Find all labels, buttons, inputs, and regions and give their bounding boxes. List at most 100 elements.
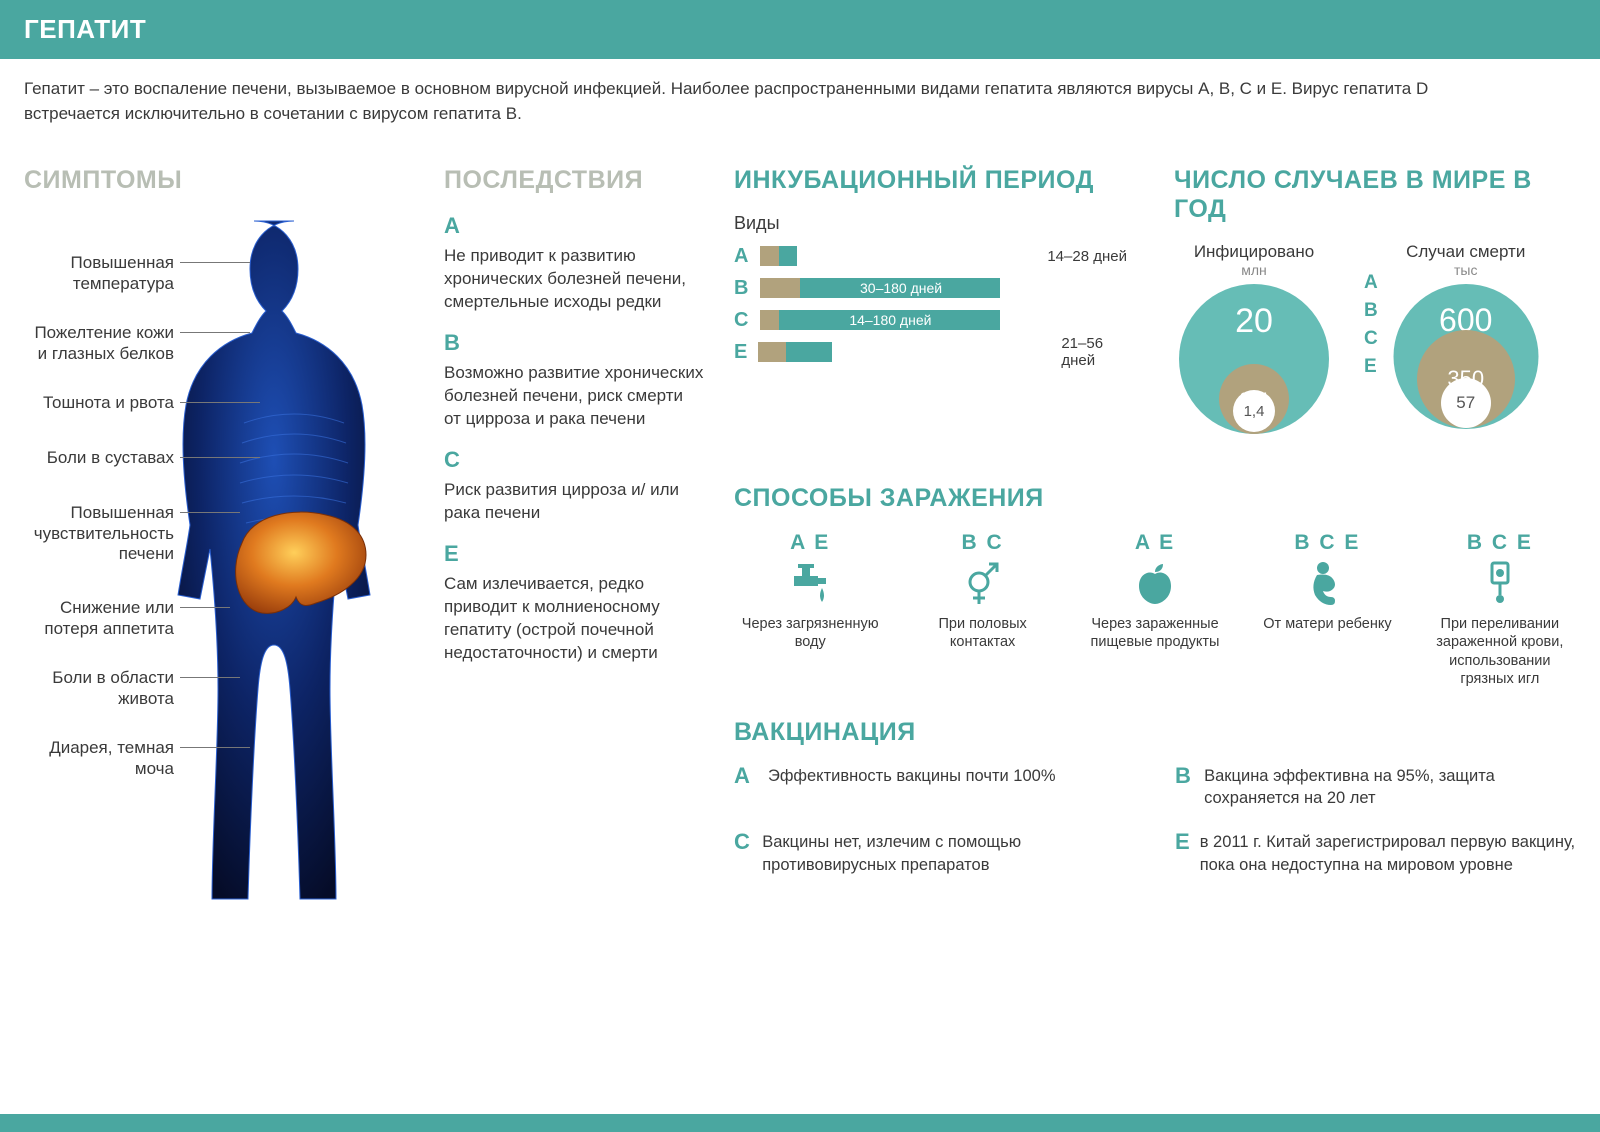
incubation-types-label: Виды — [734, 213, 1134, 234]
transmission-row: A E Через загрязненную водуB C При полов… — [734, 531, 1576, 688]
incubation-label: 30–180 дней — [860, 280, 942, 296]
vaccination-letter: C — [734, 831, 752, 876]
cases-col-unit: млн — [1174, 262, 1334, 278]
right-column: ИНКУБАЦИОННЫЙ ПЕРИОД Виды A 14–28 дней B… — [704, 136, 1576, 993]
transmission-letters: B C — [906, 531, 1058, 555]
transmission-text: При половых контактах — [906, 615, 1058, 651]
main-content: СИМПТОМЫ — [0, 136, 1600, 993]
consequences-column: ПОСЛЕДСТВИЯ A Не приводит к развитию хро… — [444, 136, 704, 993]
nested-circles: 60035057 — [1386, 284, 1546, 444]
symptom-label: Повышенная температура — [24, 253, 174, 294]
transmission-item: A E Через зараженные пищевые продукты — [1079, 531, 1231, 688]
incubation-bar — [760, 246, 1000, 266]
vaccination-heading: ВАКЦИНАЦИЯ — [734, 718, 1576, 747]
nested-circles: 203–41,4 — [1174, 284, 1334, 444]
vaccination-item: C Вакцины нет, излечим с помощью противо… — [734, 831, 1135, 876]
cases-col-unit: тыс — [1386, 262, 1546, 278]
vaccination-item: B Вакцина эффективна на 95%, защита сохр… — [1175, 765, 1576, 810]
vaccination-letter: E — [1175, 831, 1190, 876]
vaccination-text: Вакцина эффективна на 95%, защита сохран… — [1204, 765, 1576, 810]
incubation-heading: ИНКУБАЦИОННЫЙ ПЕРИОД — [734, 166, 1134, 195]
cases-column: Инфицировано млн 203–41,4 — [1174, 242, 1334, 444]
consequence-item: C Риск развития цирроза и/ или рака пече… — [444, 447, 704, 525]
consequence-text: Сам излечивается, редко приводит к молни… — [444, 573, 704, 665]
iv-icon — [1424, 561, 1576, 607]
cases-col-title: Случаи смерти — [1386, 242, 1546, 262]
consequences-heading: ПОСЛЕДСТВИЯ — [444, 166, 704, 195]
symptom-label: Боли в суставах — [47, 448, 174, 468]
incubation-letter: A — [734, 245, 760, 268]
consequence-text: Риск развития цирроза и/ или рака печени — [444, 479, 704, 525]
transmission-heading: СПОСОБЫ ЗАРАЖЕНИЯ — [734, 484, 1576, 513]
consequence-text: Возможно развитие хронических болезней п… — [444, 362, 704, 431]
vaccination-text: в 2011 г. Китай зарегистрировал первую в… — [1200, 831, 1576, 876]
incubation-letter: B — [734, 277, 760, 300]
symptom-label: Повышенная чувствительность печени — [24, 503, 174, 564]
incubation-bar — [758, 342, 977, 362]
incubation-section: ИНКУБАЦИОННЫЙ ПЕРИОД Виды A 14–28 дней B… — [734, 166, 1134, 444]
footer-bar — [0, 1114, 1600, 1132]
symptoms-heading: СИМПТОМЫ — [24, 166, 444, 195]
mother-icon — [1251, 561, 1403, 607]
symptoms-column: СИМПТОМЫ — [24, 136, 444, 993]
consequence-item: E Сам излечивается, редко приводит к мол… — [444, 541, 704, 665]
consequence-letter: E — [444, 541, 704, 567]
cases-col-title: Инфицировано — [1174, 242, 1334, 262]
transmission-letters: B C E — [1424, 531, 1576, 555]
transmission-letters: B C E — [1251, 531, 1403, 555]
transmission-letters: A E — [734, 531, 886, 555]
incubation-label: 14–180 дней — [849, 312, 931, 328]
cases-column: ABCE Случаи смерти тыс 60035057 — [1364, 242, 1546, 444]
incubation-label: 21–56 дней — [1061, 335, 1134, 369]
vaccination-item: A Эффективность вакцины почти 100% — [734, 765, 1135, 810]
incubation-row: C 14–180 дней — [734, 308, 1134, 332]
case-circle: 1,4 — [1233, 390, 1275, 432]
symptom-label: Снижение или потеря аппетита — [24, 598, 174, 639]
consequence-item: A Не приводит к развитию хронических бол… — [444, 213, 704, 314]
incubation-bar: 30–180 дней — [760, 278, 1000, 298]
body-figure — [164, 213, 424, 913]
symptom-label: Тошнота и рвота — [43, 393, 174, 413]
vaccination-letter: B — [1175, 765, 1194, 810]
tap-icon — [734, 561, 886, 607]
incubation-row: A 14–28 дней — [734, 244, 1134, 268]
transmission-text: От матери ребенку — [1251, 615, 1403, 633]
symptom-label: Пожелтение кожи и глазных белков — [24, 323, 174, 364]
transmission-item: B C E При переливании зараженной крови, … — [1424, 531, 1576, 688]
transmission-item: A E Через загрязненную воду — [734, 531, 886, 688]
vaccination-item: E в 2011 г. Китай зарегистрировал первую… — [1175, 831, 1576, 876]
transmission-item: B C При половых контактах — [906, 531, 1058, 688]
consequence-item: B Возможно развитие хронических болезней… — [444, 330, 704, 431]
incubation-row: E 21–56 дней — [734, 340, 1134, 364]
vaccination-grid: A Эффективность вакцины почти 100% B Вакц… — [734, 765, 1576, 876]
incubation-label: 14–28 дней — [1047, 248, 1127, 265]
vaccination-letter: A — [734, 765, 758, 810]
intro-text: Гепатит – это воспаление печени, вызывае… — [0, 59, 1520, 136]
transmission-text: Через загрязненную воду — [734, 615, 886, 651]
case-circle: 57 — [1441, 378, 1491, 428]
vaccination-text: Эффективность вакцины почти 100% — [768, 765, 1056, 810]
apple-icon — [1079, 561, 1231, 607]
incubation-row: B 30–180 дней — [734, 276, 1134, 300]
symptom-label: Диарея, темная моча — [24, 738, 174, 779]
symptom-label: Боли в области живота — [24, 668, 174, 709]
vaccination-text: Вакцины нет, излечим с помощью противови… — [762, 831, 1135, 876]
cases-heading: ЧИСЛО СЛУЧАЕВ В МИРЕ В ГОД — [1174, 166, 1576, 224]
consequence-letter: C — [444, 447, 704, 473]
body-diagram: Повышенная температура Пожелтение кожи и… — [24, 213, 444, 993]
liver-icon — [236, 512, 366, 613]
incubation-letter: C — [734, 309, 760, 332]
incubation-letter: E — [734, 341, 758, 364]
cases-section: ЧИСЛО СЛУЧАЕВ В МИРЕ В ГОД Инфицировано … — [1174, 166, 1576, 444]
consequence-text: Не приводит к развитию хронических болез… — [444, 245, 704, 314]
transmission-item: B C E От матери ребенку — [1251, 531, 1403, 688]
incubation-bar: 14–180 дней — [760, 310, 1000, 330]
page-title: ГЕПАТИТ — [24, 14, 1576, 45]
gender-icon — [906, 561, 1058, 607]
cases-letters: ABCE — [1364, 242, 1378, 444]
transmission-letters: A E — [1079, 531, 1231, 555]
transmission-text: Через зараженные пищевые продукты — [1079, 615, 1231, 651]
transmission-text: При переливании зараженной крови, исполь… — [1424, 615, 1576, 688]
header-bar: ГЕПАТИТ — [0, 0, 1600, 59]
consequence-letter: A — [444, 213, 704, 239]
